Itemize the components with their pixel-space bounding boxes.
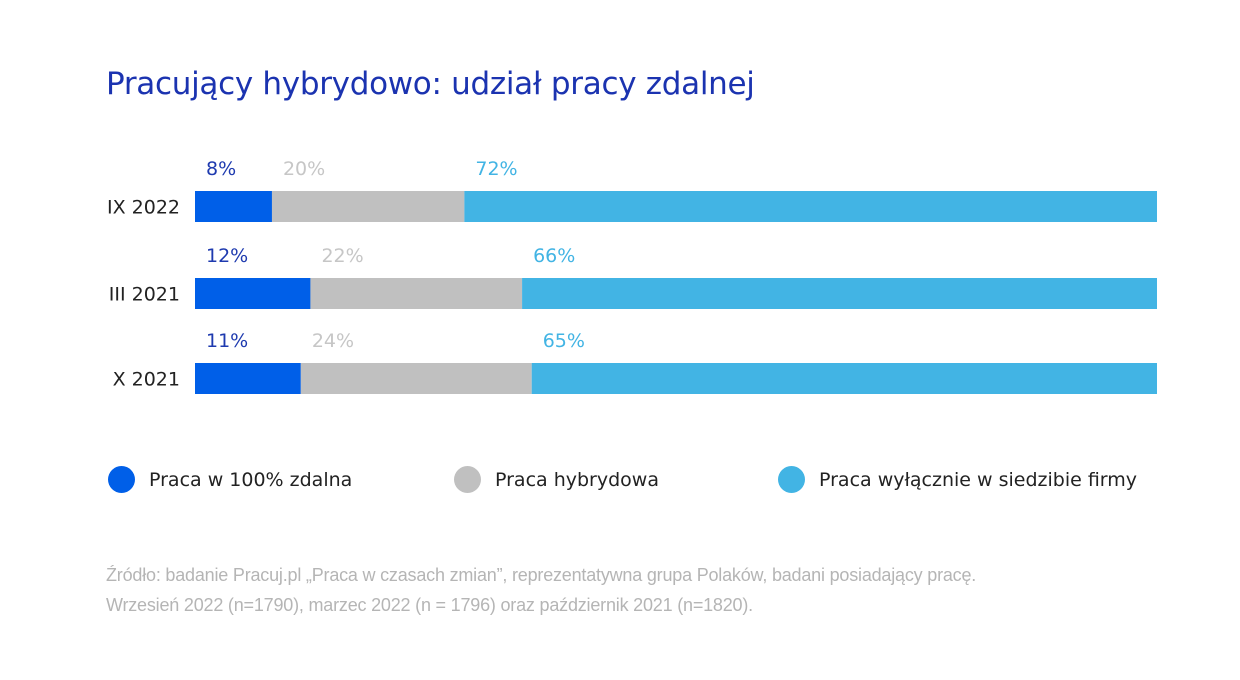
data-label: 12% — [206, 245, 248, 267]
bar-segment — [195, 191, 272, 222]
legend-swatch-hybrid — [454, 466, 481, 493]
legend-label: Praca wyłącznie w siedzibie firmy — [819, 468, 1138, 491]
bar-segment — [271, 191, 465, 222]
data-label: 24% — [312, 330, 354, 352]
category-label: X 2021 — [113, 369, 180, 391]
legend-swatch-remote — [108, 466, 135, 493]
data-label: 72% — [475, 158, 517, 180]
data-label: 22% — [321, 245, 363, 267]
bar-segment — [195, 363, 301, 394]
data-label: 11% — [206, 330, 248, 352]
category-label: III 2021 — [109, 284, 180, 306]
category-label: IX 2022 — [107, 197, 180, 219]
bar-segment — [300, 363, 532, 394]
bar-segment — [195, 278, 311, 309]
legend-label: Praca w 100% zdalna — [149, 468, 353, 491]
source-line-1: Źródło: badanie Pracuj.pl „Praca w czasa… — [106, 565, 977, 585]
data-label: 65% — [543, 330, 585, 352]
legend-item-remote: Praca w 100% zdalna — [108, 466, 352, 493]
stacked-bar-chart: IX 2022 8% 20% 72% III 2021 12% 22% 66% X 2021 11… — [107, 158, 1157, 394]
bar-segment — [310, 278, 523, 309]
bar-segment — [531, 363, 1157, 394]
legend-item-hybrid: Praca hybrydowa — [454, 466, 659, 493]
bar-segment — [464, 191, 1157, 222]
legend-swatch-office — [778, 466, 805, 493]
chart-title: Pracujący hybrydowo: udział pracy zdalne… — [106, 66, 755, 102]
source-note: Źródło: badanie Pracuj.pl „Praca w czasa… — [106, 560, 976, 620]
data-label: 66% — [533, 245, 575, 267]
data-label: 8% — [206, 158, 236, 180]
legend-item-office: Praca wyłącznie w siedzibie firmy — [778, 466, 1137, 493]
bar-segment — [522, 278, 1157, 309]
legend-label: Praca hybrydowa — [495, 468, 659, 491]
data-label: 20% — [283, 158, 325, 180]
source-line-2: Wrzesień 2022 (n=1790), marzec 2022 (n =… — [106, 595, 753, 615]
